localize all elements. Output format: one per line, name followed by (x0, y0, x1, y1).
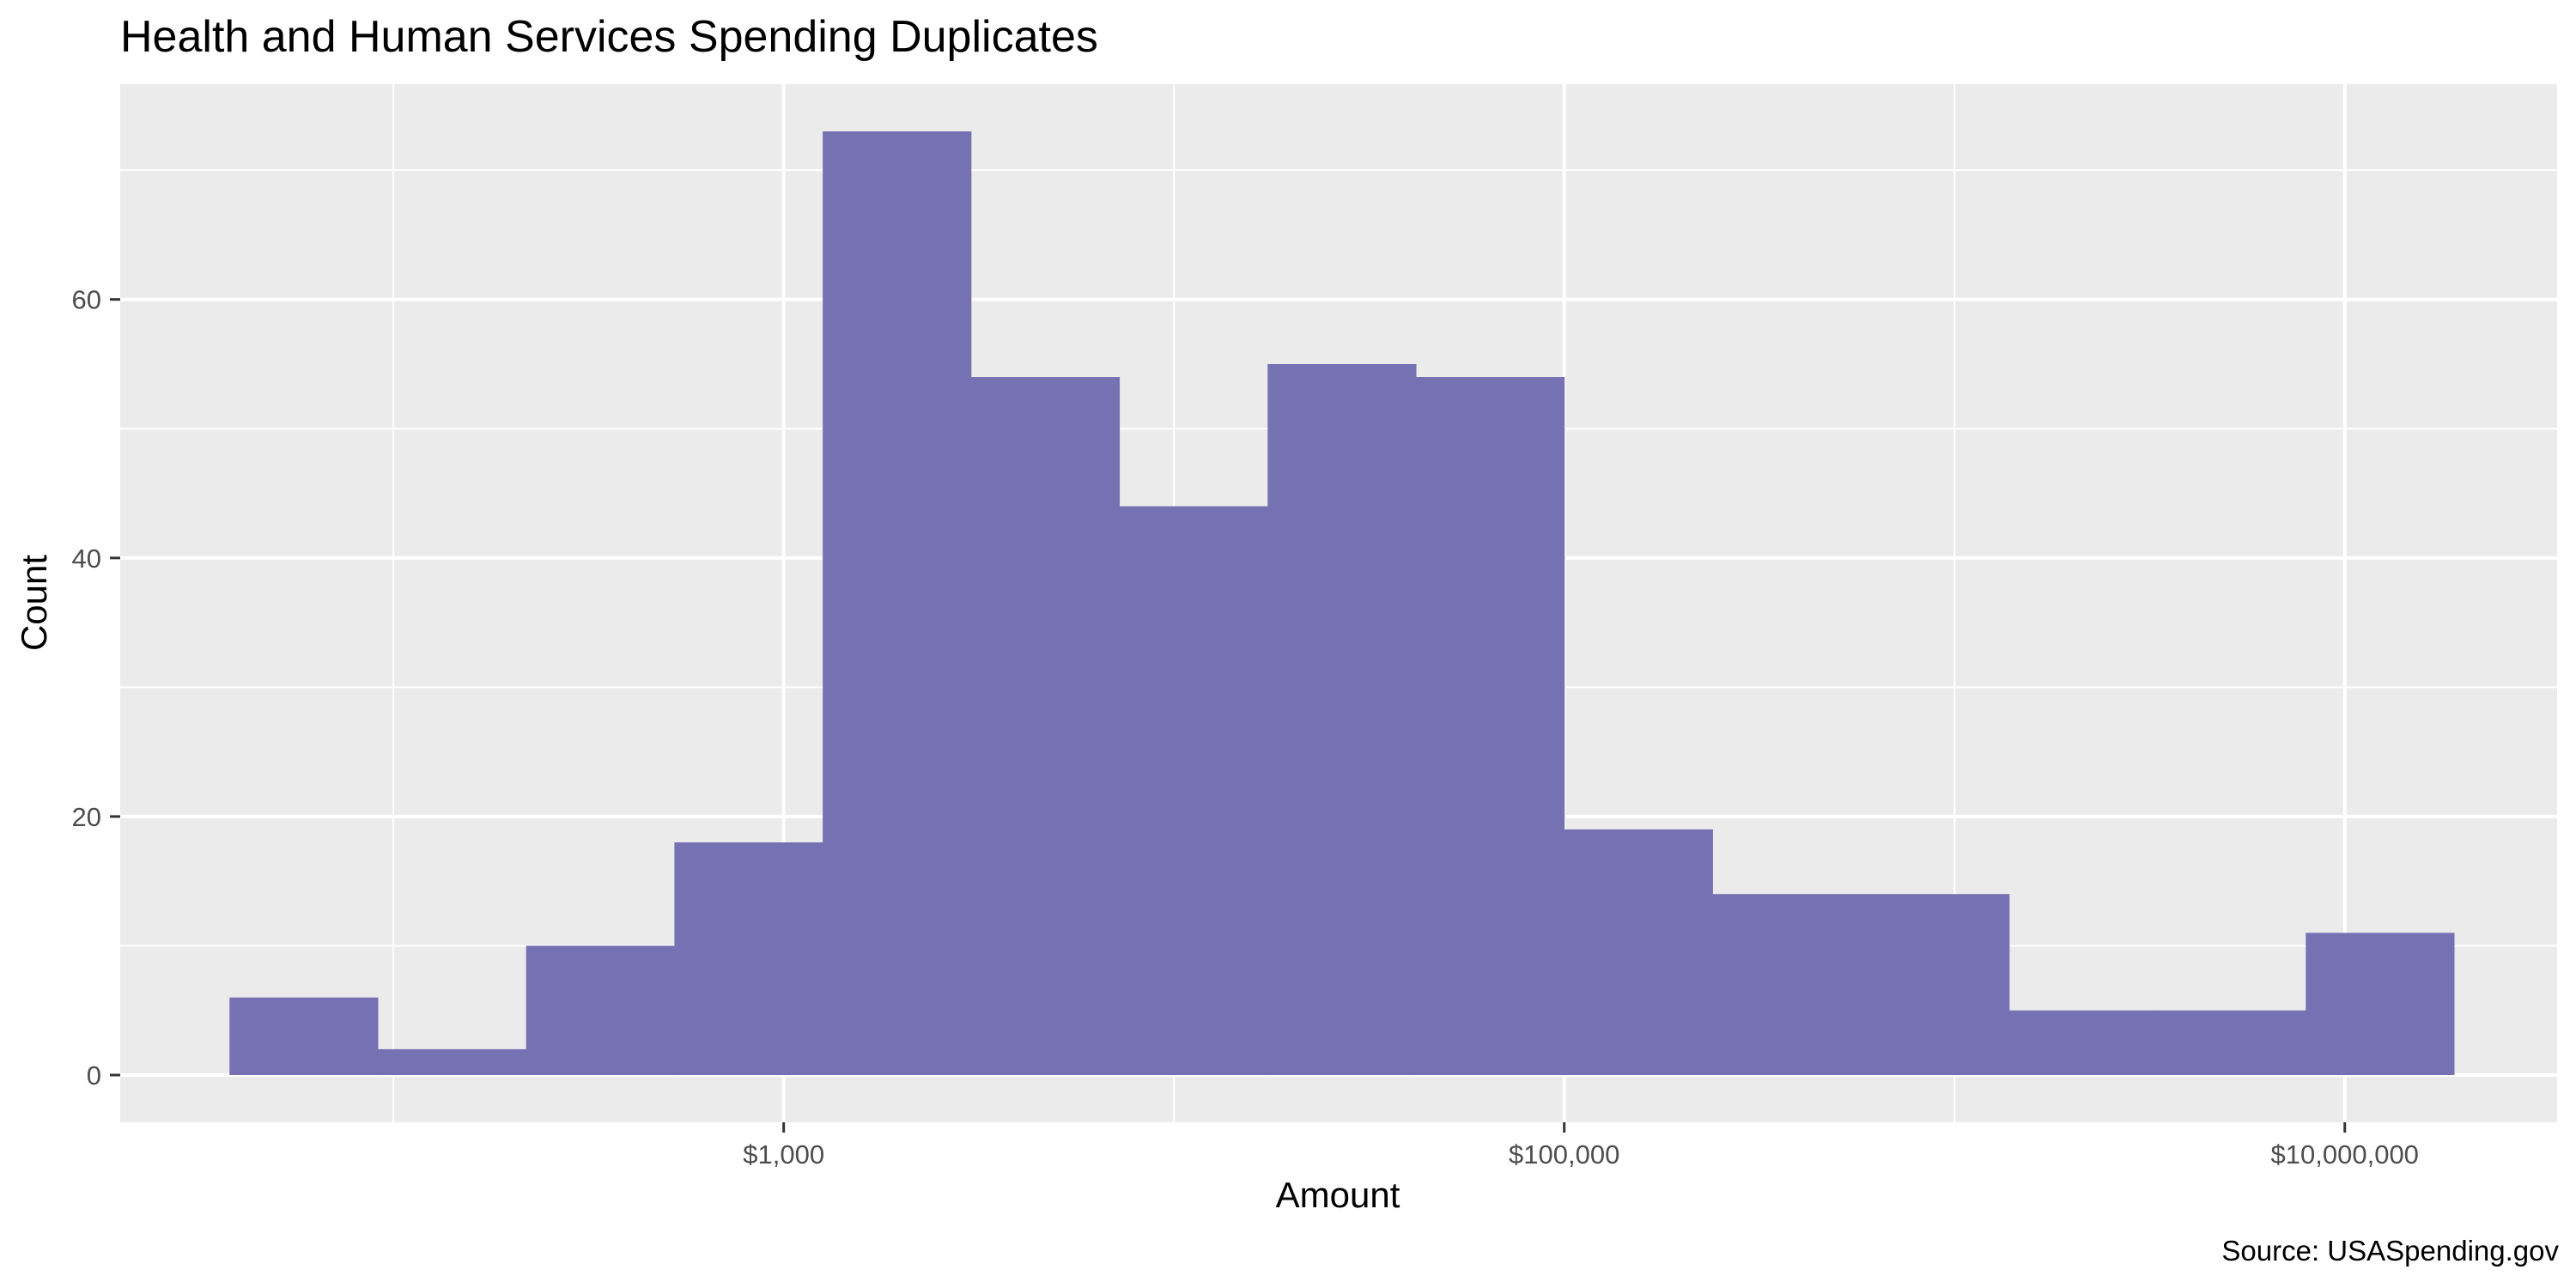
histogram-bar (526, 945, 675, 1075)
histogram-bar (1119, 506, 1268, 1075)
histogram-bar (1712, 894, 1862, 1075)
histogram-bar (229, 997, 379, 1075)
x-tick-label: $1,000 (743, 1139, 824, 1170)
x-tick-label: $10,000,000 (2271, 1139, 2419, 1170)
histogram-bar (2008, 1010, 2159, 1075)
y-tick-label: 20 (72, 802, 101, 832)
histogram-bar (970, 377, 1121, 1075)
histogram-bar (2306, 933, 2455, 1075)
histogram-bar (823, 131, 972, 1075)
histogram-bar (1861, 894, 2010, 1075)
histogram-bar (1415, 377, 1565, 1075)
y-tick-label: 60 (72, 285, 101, 315)
y-tick-label: 40 (72, 544, 101, 574)
x-axis-title: Amount (1276, 1175, 1400, 1215)
x-tick-label: $100,000 (1509, 1139, 1619, 1170)
histogram-bar (2157, 1010, 2306, 1075)
x-axis: $1,000 $100,000 $10,000,000 (743, 1122, 2419, 1170)
chart-caption: Source: USASpending.gov (2221, 1235, 2559, 1267)
y-axis: 0 20 40 60 (72, 285, 120, 1091)
histogram-bar (674, 842, 823, 1075)
histogram-bar (377, 1048, 527, 1075)
histogram-bars (229, 131, 2455, 1075)
y-tick-label: 0 (87, 1060, 101, 1091)
chart-title: Health and Human Services Spending Dupli… (120, 12, 1098, 62)
histogram-bar (1564, 829, 1713, 1075)
y-axis-title: Count (14, 555, 54, 651)
histogram-bar (1267, 363, 1417, 1075)
